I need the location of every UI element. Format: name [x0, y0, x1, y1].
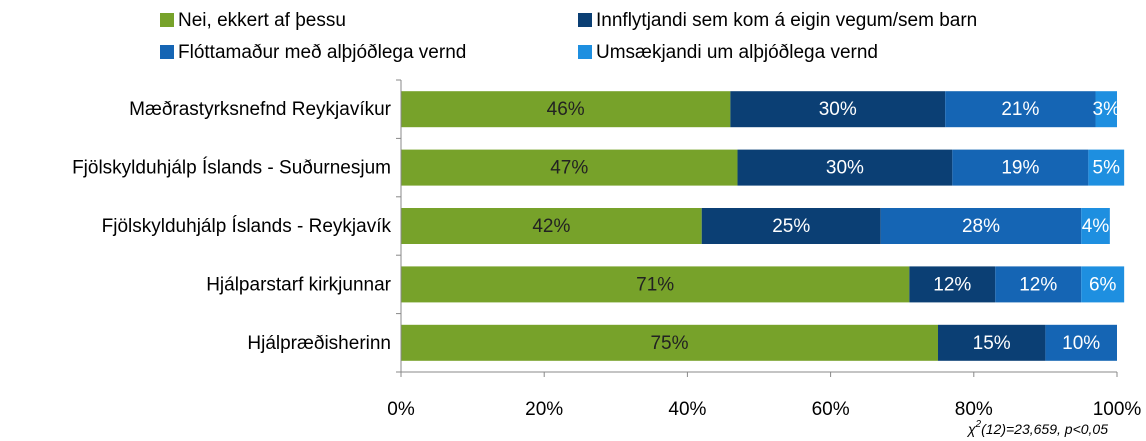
- value-label: 4%: [1082, 216, 1110, 237]
- legend-label: Flóttamaður með alþjóðlega vernd: [178, 42, 466, 63]
- value-label: 75%: [650, 333, 688, 354]
- bar-segment: [730, 91, 946, 128]
- value-label: 30%: [819, 99, 857, 120]
- value-label: 5%: [1093, 158, 1121, 179]
- annotation-superscript: 2: [975, 419, 982, 430]
- legend-swatch: [160, 13, 174, 27]
- value-label: 21%: [1001, 99, 1039, 120]
- bar-segment: [737, 149, 953, 186]
- value-label: 71%: [636, 274, 674, 295]
- value-label: 28%: [962, 216, 1000, 237]
- legend-label: Umsækjandi um alþjóðlega vernd: [596, 42, 878, 63]
- value-label: 12%: [933, 274, 971, 295]
- x-tick-label: 20%: [525, 399, 563, 420]
- bar-segment: [1081, 266, 1125, 303]
- bar-segment: [880, 208, 1082, 244]
- category-label: Mæðrastyrksnefnd Reykjavíkur: [129, 99, 392, 120]
- x-tick-label: 80%: [955, 399, 993, 420]
- category-label: Hjálparstarf kirkjunnar: [206, 274, 391, 295]
- bar-segment: [1088, 149, 1125, 186]
- bar-segment: [401, 91, 731, 128]
- x-tick-label: 60%: [812, 399, 850, 420]
- bar-segment: [401, 324, 938, 361]
- value-label: 19%: [1001, 158, 1039, 179]
- x-tick-label: 100%: [1093, 399, 1142, 420]
- bar-segment: [401, 208, 702, 244]
- legend-label: Nei, ekkert af þessu: [178, 10, 346, 31]
- bar-segment: [401, 149, 738, 186]
- x-tick-label: 40%: [668, 399, 706, 420]
- legend-swatch: [578, 13, 592, 27]
- value-label: 25%: [772, 216, 810, 237]
- legend-swatch: [160, 45, 174, 59]
- bar-segment: [701, 208, 881, 244]
- category-label: Fjölskylduhjálp Íslands - Suðurnesjum: [72, 158, 391, 179]
- legend-swatch: [578, 45, 592, 59]
- bar-segment: [1095, 91, 1117, 128]
- value-label: 47%: [550, 158, 588, 179]
- annotation: χ2(12)=23,659, p<0,05: [966, 419, 1108, 437]
- bar-segment: [1045, 324, 1117, 361]
- bar-segment: [995, 266, 1082, 303]
- legend-label: Innflytjandi sem kom á eigin vegum/sem b…: [596, 10, 977, 31]
- bar-segment: [1081, 208, 1110, 244]
- value-label: 15%: [973, 333, 1011, 354]
- x-tick-label: 0%: [387, 399, 415, 420]
- value-label: 46%: [547, 99, 585, 120]
- value-label: 6%: [1089, 274, 1117, 295]
- category-label: Fjölskylduhjálp Íslands - Reykjavík: [102, 216, 392, 237]
- bar-segment: [909, 266, 996, 303]
- bar-segment: [945, 91, 1096, 128]
- bar-segment: [401, 266, 910, 303]
- annotation-text: (12)=23,659, p<0,05: [981, 421, 1108, 437]
- category-label: Hjálpræðisherinn: [247, 333, 391, 354]
- value-label: 42%: [532, 216, 570, 237]
- value-label: 3%: [1093, 99, 1121, 120]
- bar-segment: [952, 149, 1089, 186]
- value-label: 10%: [1062, 333, 1100, 354]
- value-label: 12%: [1019, 274, 1057, 295]
- annotation-symbol: χ: [966, 421, 976, 437]
- bar-segment: [938, 324, 1046, 361]
- value-label: 30%: [826, 158, 864, 179]
